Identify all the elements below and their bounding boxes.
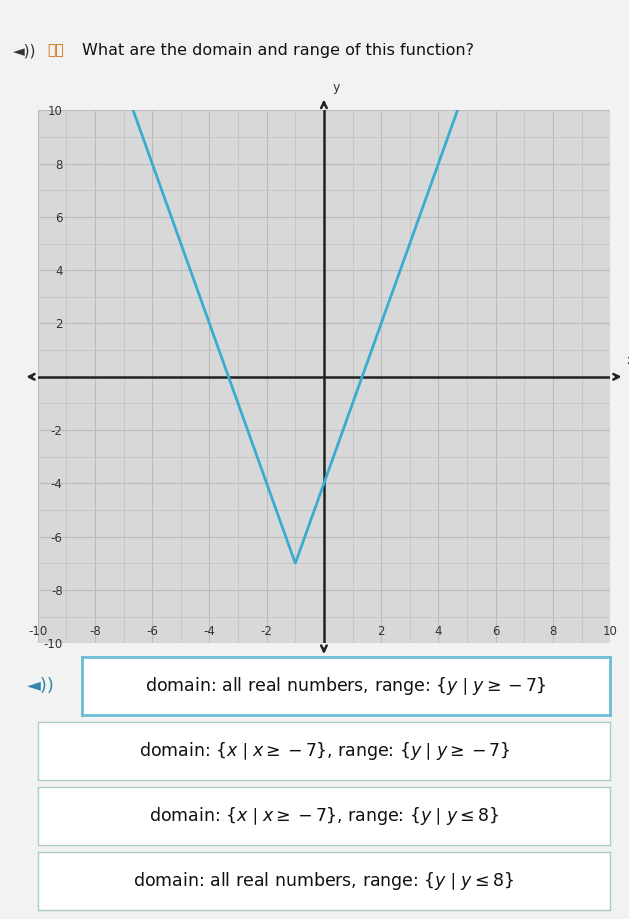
Text: domain: $\{x\mid x \geq -7\}$, range: $\{y\mid y \leq 8\}$: domain: $\{x\mid x \geq -7\}$, range: $\… [148, 805, 499, 827]
Text: ◄)): ◄)) [27, 677, 55, 695]
Text: x: x [626, 355, 629, 368]
Text: What are the domain and range of this function?: What are the domain and range of this fu… [82, 43, 474, 58]
Text: domain: $\{x\mid x \geq -7\}$, range: $\{y\mid y \geq -7\}$: domain: $\{x\mid x \geq -7\}$, range: $\… [138, 740, 509, 762]
Text: Ⓢⓐ: Ⓢⓐ [47, 43, 64, 58]
Text: ◄)): ◄)) [13, 43, 36, 58]
Text: domain: all real numbers, range: $\{y\mid y \leq 8\}$: domain: all real numbers, range: $\{y\mi… [133, 869, 515, 891]
Text: domain: all real numbers, range: $\{y\mid y \geq -7\}$: domain: all real numbers, range: $\{y\mi… [145, 675, 547, 698]
Text: y: y [333, 81, 340, 95]
